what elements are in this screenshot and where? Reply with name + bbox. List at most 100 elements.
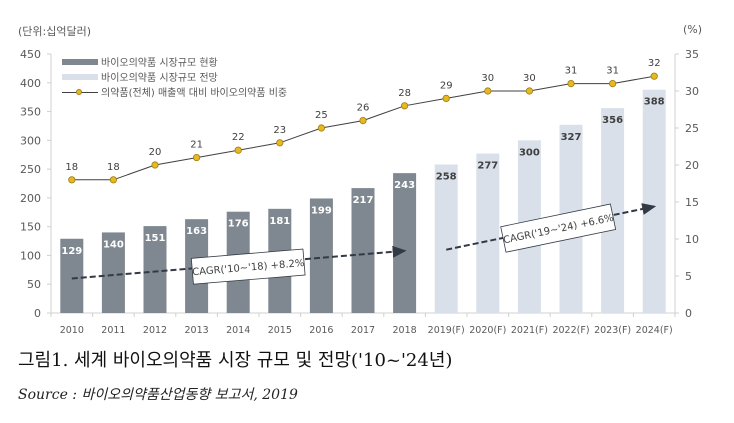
figure-caption: 그림1. 세계 바이오의약품 시장 규모 및 전망('10~'24년) [18,350,453,371]
bar-data-label: 300 [519,147,540,158]
x-axis-tick-label: 2018 [393,325,417,336]
left-axis-tick-label: 450 [20,48,41,61]
bar-current [393,173,417,313]
share-point [359,117,367,125]
bar-data-label: 277 [477,161,498,172]
share-data-label: 18 [107,162,120,173]
x-axis-tick-label: 2019(F) [428,325,465,336]
x-axis-tick-label: 2017 [351,325,375,336]
bar-data-label: 258 [436,172,457,183]
share-point [650,72,658,80]
share-data-label: 29 [440,80,453,91]
right-axis-unit-label: (%) [683,23,703,36]
share-point [400,102,409,110]
share-data-label: 22 [232,132,245,143]
bar-data-label: 243 [394,180,415,191]
bar-forecast [434,164,458,313]
share-point [109,176,118,184]
left-axis-tick-label: 0 [34,307,41,320]
share-point [484,87,492,95]
legend-label-share: 의약품(전체) 매출액 대비 바이오의약품 비중 [101,88,288,99]
share-point [525,87,534,95]
left-axis-tick-label: 200 [20,192,41,205]
share-point [567,80,575,88]
bar-data-label: 388 [644,97,665,108]
x-axis-tick-label: 2013 [185,325,209,336]
bar-forecast [476,153,500,313]
x-axis-tick-label: 2012 [143,325,167,336]
share-data-label: 26 [357,103,370,114]
bar-data-label: 140 [103,239,124,250]
right-axis-tick-label: 25 [685,122,699,135]
bar-data-label: 327 [561,132,582,143]
bar-data-label: 356 [602,115,623,126]
right-axis-tick-label: 30 [685,85,699,98]
x-axis-tick-label: 2016 [309,325,333,336]
cagr-annotation: CAGR('19~'24) +6.6% [500,203,617,253]
bar-data-label: 217 [353,195,374,206]
x-axis-tick-label: 2020(F) [469,325,506,336]
left-axis-unit-label: (단위:십억달러) [18,25,92,38]
x-axis-tick-label: 2024(F) [636,325,673,336]
left-axis-tick-label: 150 [20,221,41,234]
legend-swatch-forecast [62,73,98,80]
share-data-label: 31 [565,66,578,77]
right-axis-tick-label: 35 [685,48,699,61]
share-point [68,176,76,184]
bar-data-label: 151 [145,233,166,244]
legend-swatch-current [62,58,98,65]
x-axis-tick-label: 2014 [226,325,250,336]
share-data-label: 28 [398,88,411,99]
figure-source: Source : 바이오의약품산업동향 보고서, 2019 [18,387,298,403]
chart-canvas: 0 50 100 150 200 250 300 350 400 450 0 5 10 15 20 25 30 3… [20,48,699,336]
right-axis-tick-label: 5 [685,270,692,283]
bar-forecast [601,108,625,313]
share-data-label: 20 [149,147,162,158]
left-axis-tick-label: 100 [20,249,41,262]
share-point [317,124,325,132]
bar-current [60,238,84,313]
bar-current [351,188,375,313]
legend-item-current: 바이오의약품 시장규모 현황 [62,54,287,69]
legend-label-forecast: 바이오의약품 시장규모 전망 [101,73,218,84]
left-axis-tick-label: 300 [20,134,41,147]
left-axis-tick-label: 350 [20,106,41,119]
share-point [234,146,242,154]
share-point [151,161,159,169]
left-axis-tick-label: 400 [20,77,41,90]
bar-data-label: 129 [61,246,82,257]
share-point [193,154,201,162]
bar-current [101,232,125,313]
legend-swatch-share [62,88,98,96]
bar-forecast [642,89,666,313]
legend: 바이오의약품 시장규모 현황 바이오의약품 시장규모 전망 의약품(전체) 매출… [62,54,287,99]
cagr-box [190,248,306,285]
x-axis-tick-label: 2011 [101,325,125,336]
share-point [276,139,284,147]
bar-current [309,198,333,313]
share-data-label: 18 [65,162,78,173]
legend-label-current: 바이오의약품 시장규모 현황 [101,58,218,69]
right-axis-tick-label: 10 [685,233,699,246]
bar-current [143,226,167,313]
x-axis-tick-label: 2023(F) [594,325,631,336]
left-axis-tick-label: 50 [27,278,41,291]
x-axis-tick-label: 2015 [268,325,292,336]
share-data-label: 25 [315,110,328,121]
share-point [442,94,450,103]
x-axis-tick-label: 2010 [60,325,84,336]
share-data-label: 21 [190,140,203,151]
share-data-label: 30 [481,73,494,84]
bar-data-label: 176 [228,219,249,230]
right-axis-tick-label: 15 [685,196,699,209]
right-axis-tick-label: 20 [685,159,699,172]
left-axis-tick-label: 250 [20,163,41,176]
share-data-label: 23 [273,125,286,136]
cagr-box [500,203,617,253]
x-axis-tick-label: 2022(F) [552,325,589,336]
share-point [608,80,617,88]
bar-data-label: 163 [186,226,207,237]
share-data-label: 31 [606,66,619,77]
x-axis-tick-label: 2021(F) [511,325,548,336]
cagr-annotation: CAGR('10~'18) +8.2% [190,248,306,285]
